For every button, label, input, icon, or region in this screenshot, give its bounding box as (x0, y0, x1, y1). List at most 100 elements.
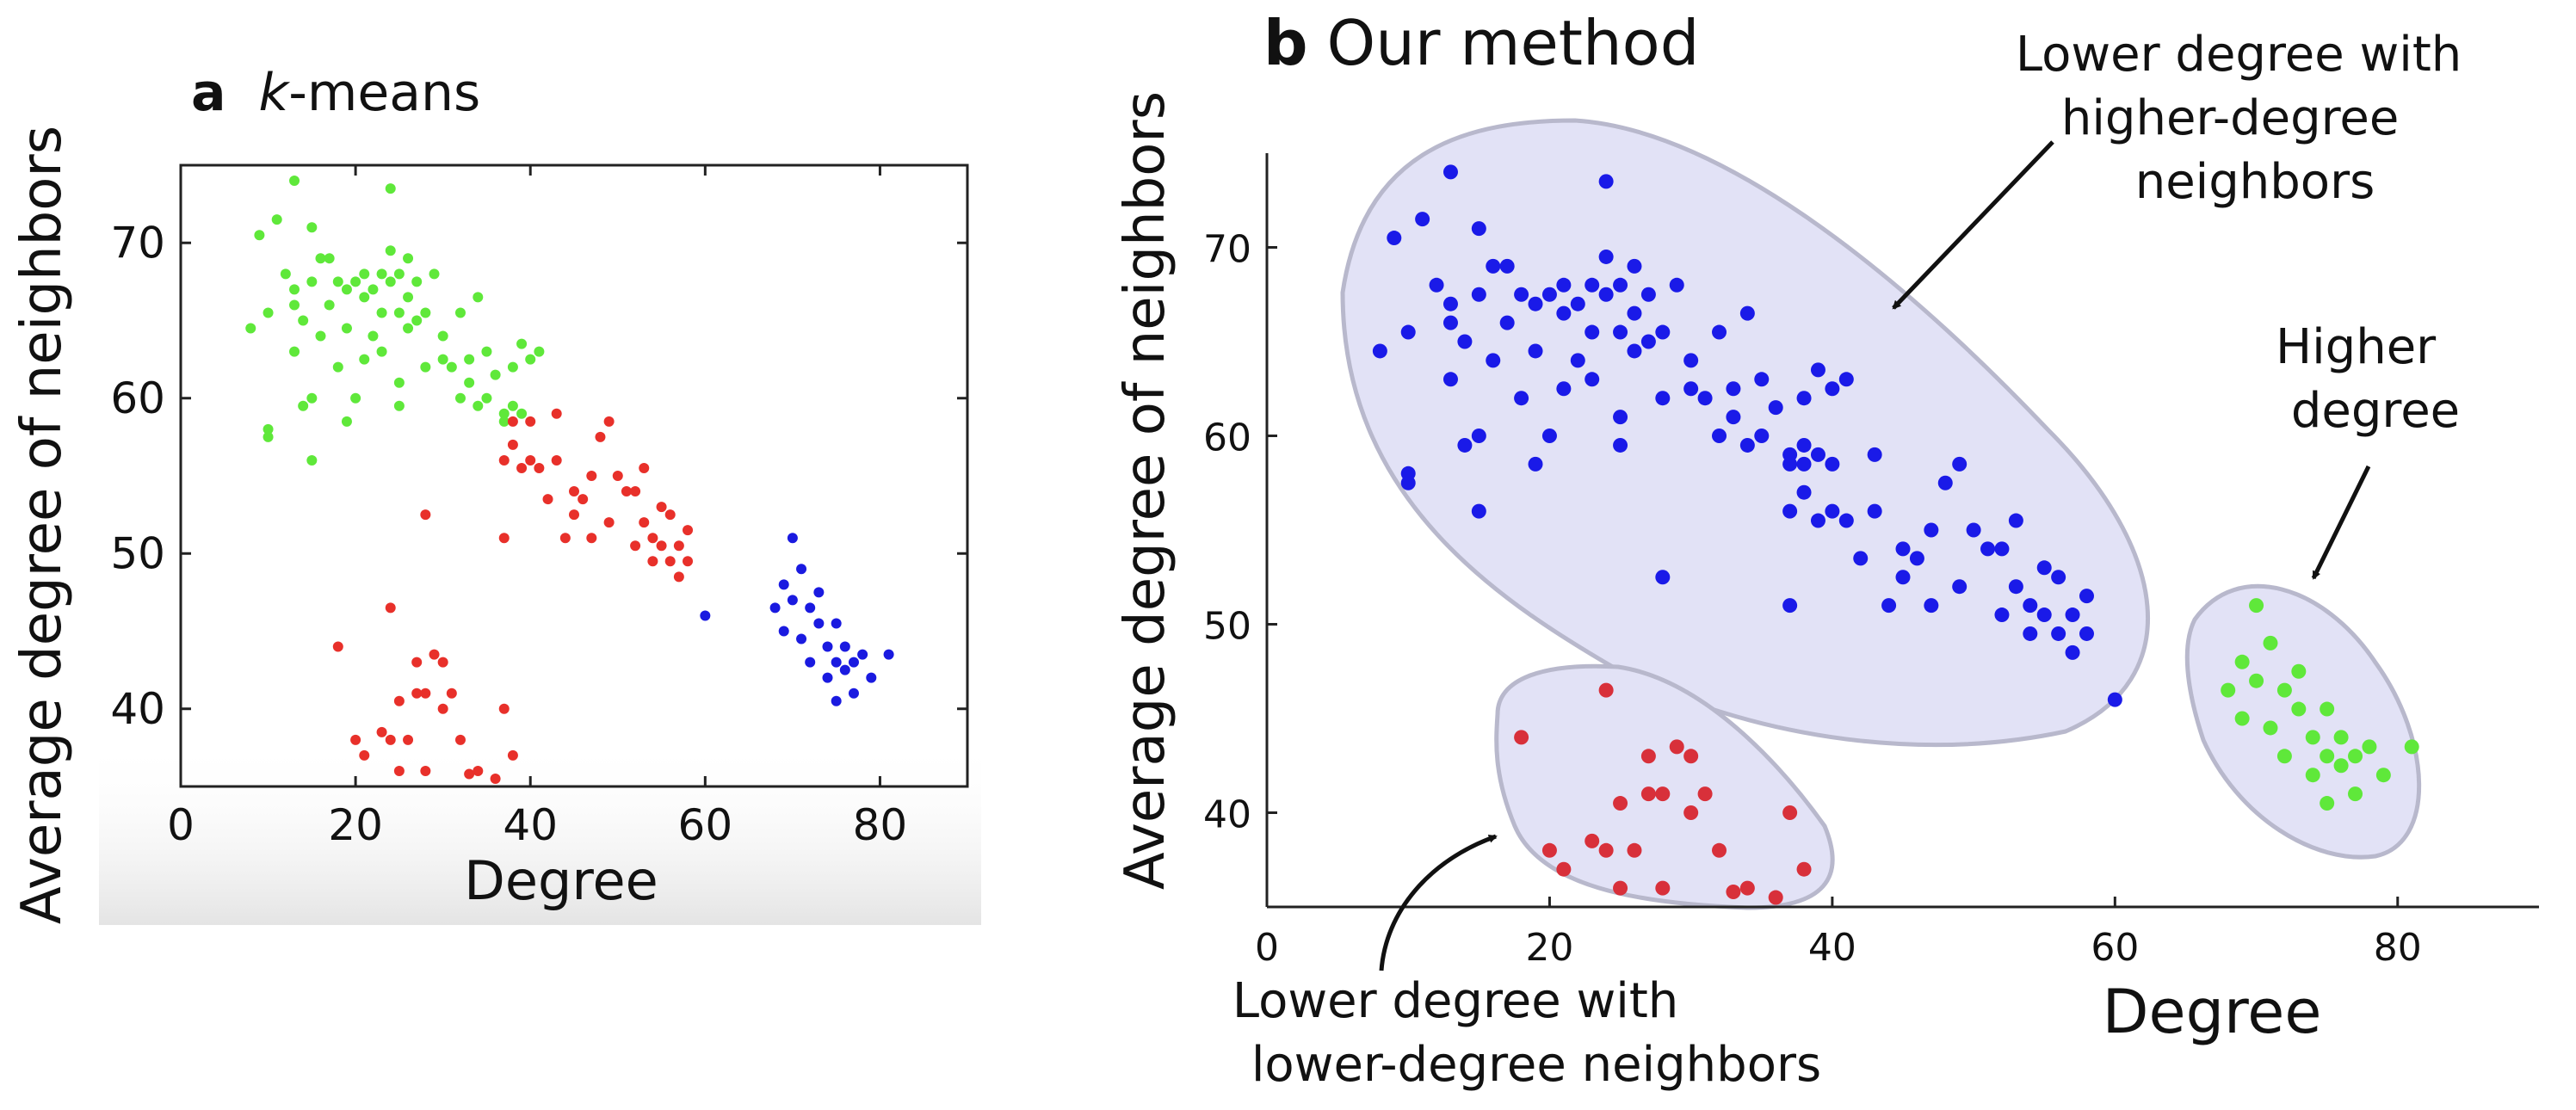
panel-a-point-series-1 (534, 462, 545, 473)
panel-a-point-series-0 (289, 346, 300, 357)
panel-a-point-series-1 (630, 540, 641, 552)
panel-b-point-series-1 (1796, 861, 1812, 877)
panel-a-title: a k-means (191, 63, 480, 123)
panel-b-point-series-0 (2079, 626, 2094, 641)
panel-b-point-series-0 (1895, 541, 1911, 557)
panel-a-point-series-0 (525, 354, 536, 365)
panel-a-point-series-0 (359, 354, 370, 365)
panel-b-point-series-2 (2234, 654, 2250, 669)
panel-a-ticks: 0 20 40 60 80 40 50 60 70 (110, 165, 967, 850)
panel-a-point-series-1 (603, 517, 615, 528)
panel-b-point-series-0 (1726, 410, 1741, 425)
panel-b-point-series-0 (1471, 429, 1486, 443)
panel-b-point-series-0 (1372, 343, 1387, 359)
panel-a-point-series-2 (831, 657, 842, 668)
panel-b-point-series-2 (2348, 786, 2363, 802)
panel-a-point-series-0 (298, 315, 309, 326)
annotation-lower-higher-line3: neighbors (2135, 154, 2375, 210)
panel-a-point-series-1 (612, 471, 623, 481)
panel-b-point-series-2 (2249, 598, 2264, 614)
panel-b-point-series-0 (1528, 343, 1543, 359)
panel-a-point-series-0 (498, 416, 510, 427)
panel-b-point-series-2 (2221, 682, 2236, 698)
panel-b-point-series-0 (1881, 598, 1897, 614)
panel-a-point-series-0 (332, 361, 343, 373)
panel-a-point-series-2 (796, 633, 807, 644)
panel-a-point-series-1 (664, 556, 676, 567)
panel-a-point-series-0 (350, 392, 361, 404)
panel-a-point-series-0 (385, 245, 396, 256)
annotation-higher-degree-line2: degree (2291, 383, 2460, 439)
cluster-region-green (2184, 583, 2422, 860)
panel-a-point-series-1 (586, 533, 597, 544)
panel-b-point-series-0 (1613, 324, 1628, 340)
panel-b-point-series-0 (1924, 522, 1939, 538)
panel-a-point-series-0 (376, 346, 387, 357)
panel-b-point-series-0 (1486, 258, 1501, 274)
panel-a-plot-frame (179, 163, 969, 788)
panel-b-point-series-1 (1627, 842, 1642, 858)
panel-a-point-series-0 (454, 392, 466, 404)
panel-b-point-series-0 (1994, 607, 2010, 623)
panel-b-point-series-2 (2234, 711, 2250, 726)
panel-b-point-series-0 (1613, 410, 1628, 425)
arrow-higher-degree (2311, 465, 2371, 580)
panel-b-point-series-0 (1796, 456, 1812, 472)
panel-a-point-series-0 (298, 400, 309, 411)
panel-b-point-series-2 (2263, 720, 2278, 736)
panel-a-point-series-0 (271, 214, 282, 225)
panel-b-point-series-0 (1400, 324, 1416, 340)
panel-a-point-series-1 (551, 408, 562, 419)
panel-b-point-series-0 (1442, 315, 1458, 330)
panel-a-point-series-0 (306, 454, 318, 466)
panel-a-point-series-0 (376, 268, 387, 280)
panel-b-point-series-2 (2348, 749, 2363, 764)
panel-b-point-series-0 (1924, 598, 1939, 614)
panel-a-point-series-1 (437, 703, 448, 714)
panel-b-point-series-1 (1655, 880, 1671, 896)
panel-b-point-series-0 (1627, 258, 1642, 274)
panel-b-point-series-1 (1640, 786, 1656, 802)
cluster-region-blue (1340, 118, 2150, 748)
panel-a-point-series-1 (603, 416, 615, 427)
panel-a-point-series-2 (796, 564, 807, 575)
panel-a-point-series-0 (411, 315, 423, 326)
panel-a-point-series-1 (683, 556, 694, 567)
panel-b-point-series-1 (1697, 786, 1713, 802)
panel-a-point-series-1 (542, 494, 553, 505)
panel-a-point-series-1 (569, 486, 579, 497)
panel-a-point-series-1 (359, 749, 370, 761)
panel-a: a k-means Average degree of neighbors Deg… (10, 63, 981, 925)
panel-a-point-series-1 (516, 462, 528, 473)
panel-b-point-series-0 (1810, 513, 1825, 528)
panel-a-title-rest: -means (288, 63, 480, 123)
panel-b-ytick-label: 40 (1203, 793, 1251, 837)
panel-b-point-series-0 (1782, 456, 1798, 472)
panel-a-point-series-0 (341, 284, 352, 295)
panel-b-xtick-label: 80 (2374, 926, 2422, 970)
panel-a-point-series-1 (411, 657, 423, 668)
panel-b-point-series-0 (2107, 692, 2122, 707)
panel-a-point-series-0 (464, 377, 475, 388)
panel-a-point-series-1 (639, 462, 650, 473)
panel-a-point-series-0 (393, 400, 405, 411)
panel-b-xtick-label: 40 (1808, 926, 1856, 970)
panel-a-point-series-2 (813, 587, 825, 598)
panel-b-point-series-2 (2305, 730, 2320, 745)
annotation-lower-higher: Lower degree with higher-degree neighbor… (2016, 27, 2477, 210)
panel-a-point-series-2 (831, 695, 842, 706)
panel-b-point-series-2 (2320, 796, 2335, 811)
panel-a-point-series-1 (507, 749, 518, 761)
panel-b-point-series-0 (1570, 353, 1585, 368)
panel-b-ylabel: Average degree of neighbors (1114, 91, 1177, 890)
panel-a-point-series-1 (683, 525, 694, 536)
panel-a-point-series-0 (473, 400, 484, 411)
panel-b-point-series-0 (1796, 437, 1812, 453)
panel-a-point-series-1 (420, 509, 431, 521)
panel-b-point-series-0 (1471, 221, 1486, 237)
panel-a-point-series-0 (446, 361, 457, 373)
panel-a-xtick-label: 80 (853, 800, 908, 850)
panel-a-point-series-0 (306, 276, 318, 287)
panel-a-point-series-0 (350, 276, 361, 287)
panel-b-point-series-0 (1697, 391, 1713, 406)
